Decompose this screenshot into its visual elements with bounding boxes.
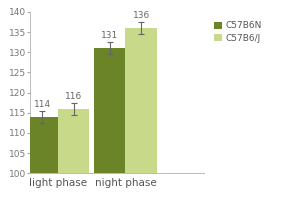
- Text: 114: 114: [34, 100, 51, 109]
- Text: 116: 116: [65, 92, 82, 101]
- Bar: [27, 117, 58, 173]
- Text: 136: 136: [133, 11, 150, 20]
- Bar: [125, 28, 157, 173]
- Bar: [58, 109, 89, 173]
- Legend: C57B6N, C57B6/J: C57B6N, C57B6/J: [212, 20, 264, 45]
- Bar: [94, 48, 125, 173]
- Text: 131: 131: [101, 32, 118, 41]
